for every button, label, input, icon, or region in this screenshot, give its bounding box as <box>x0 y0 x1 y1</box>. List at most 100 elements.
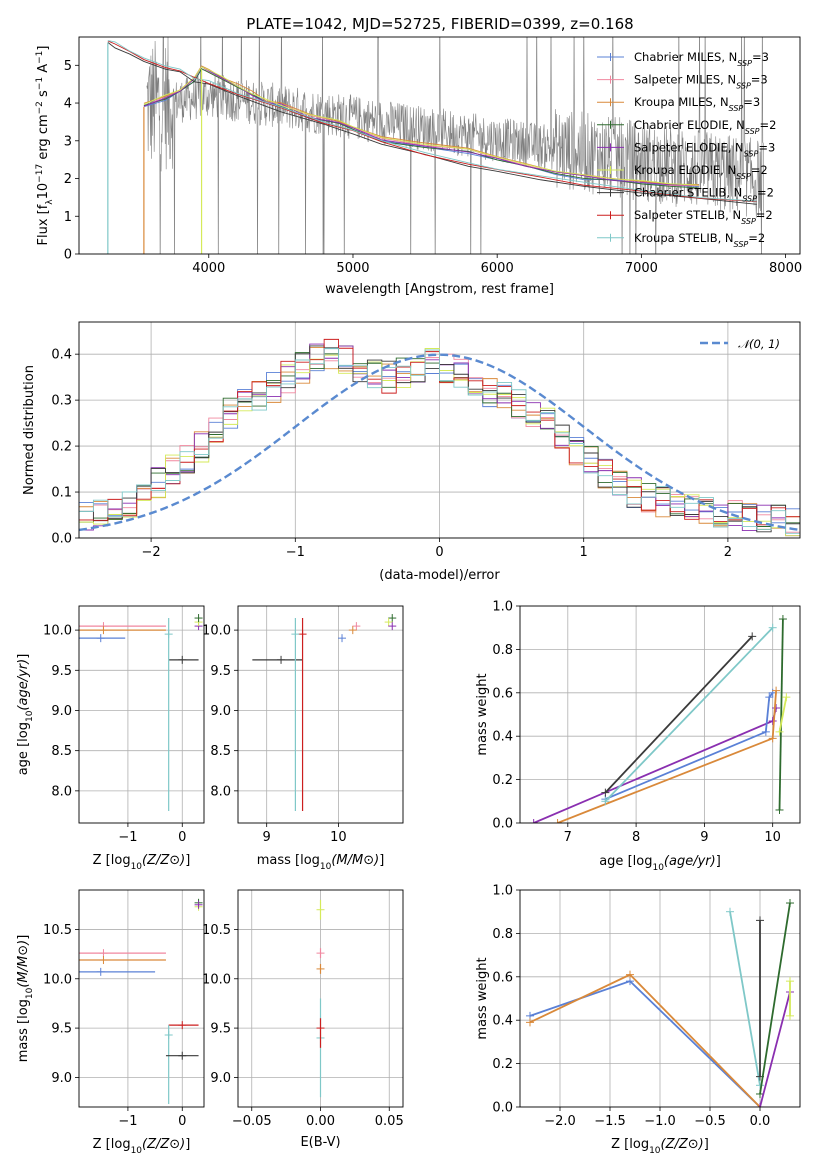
x-tick-label: 0.05 <box>375 1114 404 1129</box>
x-tick-label: −0.5 <box>694 1114 726 1129</box>
x-axis-label: E(B-V) <box>300 1135 340 1150</box>
y-tick-label: 9.5 <box>51 664 72 679</box>
legend-entry: 𝒩(0, 1) <box>738 337 780 351</box>
series-kroupa-elodie <box>786 977 794 1020</box>
y-tick-label: 0.1 <box>51 486 72 501</box>
x-tick-label: 0 <box>435 545 443 560</box>
y-tick-label: 10.0 <box>43 972 72 987</box>
legend-entry: Kroupa ELODIE, NSSP=2 <box>634 163 768 181</box>
spectrum-legend: Chabrier MILES, NSSP=3 Salpeter MILES, NS… <box>597 50 776 248</box>
point-chabrier-stelib <box>252 655 303 664</box>
series-chabrier-stelib <box>756 916 764 1081</box>
legend-entry: Chabrier ELODIE, NSSP=2 <box>634 118 776 136</box>
x-tick-label: 7000 <box>625 261 658 276</box>
axes-frame <box>519 605 801 824</box>
y-tick-label: 0.2 <box>492 773 513 788</box>
plot-area <box>79 606 204 823</box>
x-axis-label: wavelength [Angstrom, rest frame] <box>325 282 554 297</box>
y-tick-label: 4 <box>64 97 72 112</box>
y-tick-label: 5 <box>64 59 72 74</box>
y-tick-label: 1.0 <box>492 884 513 899</box>
y-tick-label: 9.5 <box>51 1022 72 1037</box>
series-chabrier-elodie <box>775 615 787 814</box>
y-axis-label: mass weight <box>475 673 490 755</box>
y-tick-label: 0.0 <box>492 1101 513 1116</box>
series-line <box>759 902 791 1095</box>
point-salpeter-elodie <box>388 622 397 631</box>
y-tick-label: 0.6 <box>492 686 513 701</box>
y-tick-label: 0.8 <box>492 927 513 942</box>
series-line <box>759 991 791 1107</box>
y-tick-label: 9.5 <box>210 1022 231 1037</box>
point-salpeter-miles <box>79 622 166 631</box>
y-tick-label: 8.5 <box>51 744 72 759</box>
panel-mass-vs-Z: −1 0 9.0 9.5 10.0 10.5 Z [log10(Z/Z⊙)] mass [lo… <box>16 889 205 1156</box>
series-kroupa-miles <box>526 970 764 1107</box>
y-axis-label: age [log10(age/yr)] <box>16 654 35 776</box>
x-tick-label: −1.0 <box>644 1114 676 1129</box>
series-line <box>604 635 753 794</box>
series-chabrier-miles <box>526 977 764 1107</box>
point-kroupa-stelib <box>291 618 300 811</box>
y-tick-label: 0.0 <box>51 532 72 547</box>
y-tick-label: 8.0 <box>51 784 72 799</box>
model-spectrum <box>143 68 700 189</box>
point-chabrier-stelib <box>168 655 199 664</box>
x-tick-label: 8000 <box>769 261 802 276</box>
x-axis-label: Z [log10(Z/Z⊙)] <box>93 1137 191 1156</box>
y-tick-label: 8.0 <box>210 784 231 799</box>
x-tick-label: 10 <box>330 830 347 845</box>
y-tick-label: 9.0 <box>51 1071 72 1086</box>
x-tick-label: 9 <box>700 830 708 845</box>
series-kroupa-miles <box>553 686 781 823</box>
y-tick-label: 3 <box>64 134 72 149</box>
x-axis-label: Z [log10(Z/Z⊙)] <box>611 1137 709 1156</box>
legend-entry: Salpeter MILES, NSSP=3 <box>634 73 768 91</box>
legend-entry: Chabrier MILES, NSSP=3 <box>634 50 769 68</box>
y-tick-label: 0.4 <box>492 1014 513 1029</box>
panel-mass-weight-vs-age: 7 8 9 10 0.0 0.2 0.4 0.6 0.8 1.0 age [log10(age/yr… <box>475 600 801 873</box>
series-line <box>605 692 774 800</box>
series-line <box>778 696 788 733</box>
series-kroupa-stelib <box>601 623 777 806</box>
model-spectrum <box>107 40 757 203</box>
axes-frame <box>237 605 404 824</box>
y-tick-label: 0.2 <box>492 1057 513 1072</box>
panel-mass-vs-EBV: −0.05 0.00 0.05 9.0 9.5 10.0 10.5 E(B-V) <box>202 889 404 1150</box>
y-axis-label: Flux [fλ10−17 erg cm−2 s−1 A−1] <box>35 46 55 246</box>
series-line <box>604 627 774 802</box>
plot-area <box>520 890 800 1107</box>
y-tick-label: 0.3 <box>51 394 72 409</box>
axes-frame <box>237 889 404 1108</box>
y-tick-label: 1.0 <box>492 600 513 615</box>
y-tick-label: 0.2 <box>51 440 72 455</box>
point-kroupa-miles <box>79 626 166 635</box>
x-tick-label: 0 <box>178 830 186 845</box>
point-salpeter-miles <box>79 949 166 958</box>
x-tick-label: 0.00 <box>306 1114 335 1129</box>
x-axis-label: Z [log10(Z/Z⊙)] <box>93 853 191 872</box>
x-tick-label: −1.5 <box>594 1114 626 1129</box>
point-salpeter-stelib <box>316 1018 325 1048</box>
x-tick-label: 2 <box>724 545 732 560</box>
plot-area <box>79 322 800 538</box>
panel-spectrum: 4000 5000 6000 7000 8000 0 1 2 3 4 5 Chabrier MILES… <box>35 36 802 297</box>
legend-entry: Chabrier STELIB, NSSP=2 <box>634 186 774 204</box>
point-kroupa-elodie <box>316 899 325 920</box>
point-chabrier-stelib <box>165 1051 199 1060</box>
panel-residuals: −2 −1 0 1 2 0.0 0.1 0.2 0.3 0.4 𝒩(0, 1) (data-model… <box>22 321 801 583</box>
x-tick-label: 4000 <box>192 261 225 276</box>
legend-entry: Salpeter STELIB, NSSP=2 <box>634 208 773 226</box>
model-spectrum <box>143 66 700 186</box>
y-tick-label: 0.4 <box>492 730 513 745</box>
series-line <box>729 911 761 1086</box>
y-tick-label: 10.5 <box>43 923 72 938</box>
series-kroupa-stelib <box>726 907 764 1090</box>
x-axis-label: mass [log10(M/M⊙)] <box>257 853 385 872</box>
series-salpeter-elodie <box>529 703 781 823</box>
y-tick-label: 0.0 <box>492 817 513 832</box>
x-tick-label: −2.0 <box>544 1114 576 1129</box>
plot-area <box>238 606 403 823</box>
y-tick-label: 10.5 <box>202 923 231 938</box>
